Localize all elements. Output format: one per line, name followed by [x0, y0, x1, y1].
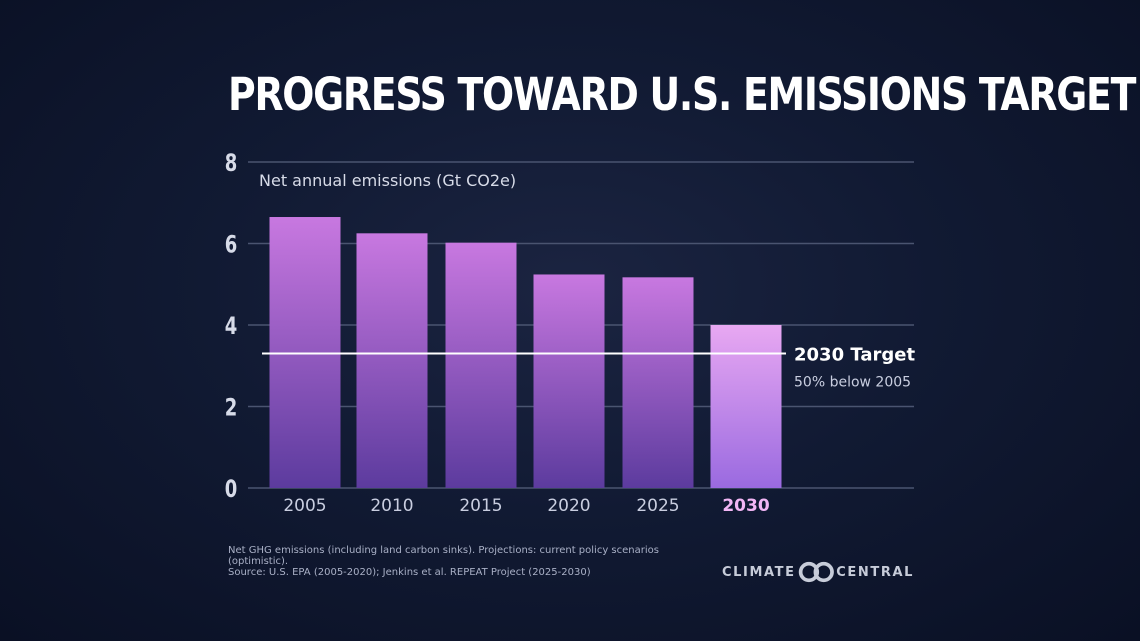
target-label: 2030 Target [794, 345, 915, 366]
footnote-source: Source: U.S. EPA (2005-2020); Jenkins et… [228, 567, 591, 578]
logo-left-text: CLIMATE [722, 564, 796, 580]
footnote: Net GHG emissions (including land carbon… [228, 545, 698, 578]
y-axis-label: Net annual emissions (Gt CO2e) [259, 171, 516, 190]
y-tick-label: 8 [225, 150, 238, 178]
bar-2020 [533, 274, 605, 488]
bar-2010 [356, 233, 428, 488]
footnote-description: Net GHG emissions (including land carbon… [228, 545, 659, 567]
y-tick-label: 2 [225, 394, 238, 422]
y-tick-label: 4 [225, 313, 238, 341]
bar-2025 [622, 277, 694, 488]
target-sublabel: 50% below 2005 [794, 375, 911, 391]
x-tick-label-2015: 2015 [459, 496, 502, 516]
interlocking-circles-icon [798, 561, 834, 583]
x-tick-label-2020: 2020 [547, 496, 590, 516]
x-tick-label-2005: 2005 [283, 496, 326, 516]
bar-2015 [445, 242, 517, 488]
y-tick-label: 0 [225, 476, 238, 504]
logo-right-text: CENTRAL [836, 564, 914, 580]
bar-2005 [269, 217, 341, 488]
x-tick-label-2010: 2010 [370, 496, 413, 516]
bar-2030 [710, 325, 782, 488]
x-tick-label-2025: 2025 [636, 496, 679, 516]
x-tick-label-2030: 2030 [722, 496, 769, 516]
y-tick-label: 6 [225, 231, 238, 259]
climate-central-logo: CLIMATE CENTRAL [722, 558, 914, 586]
